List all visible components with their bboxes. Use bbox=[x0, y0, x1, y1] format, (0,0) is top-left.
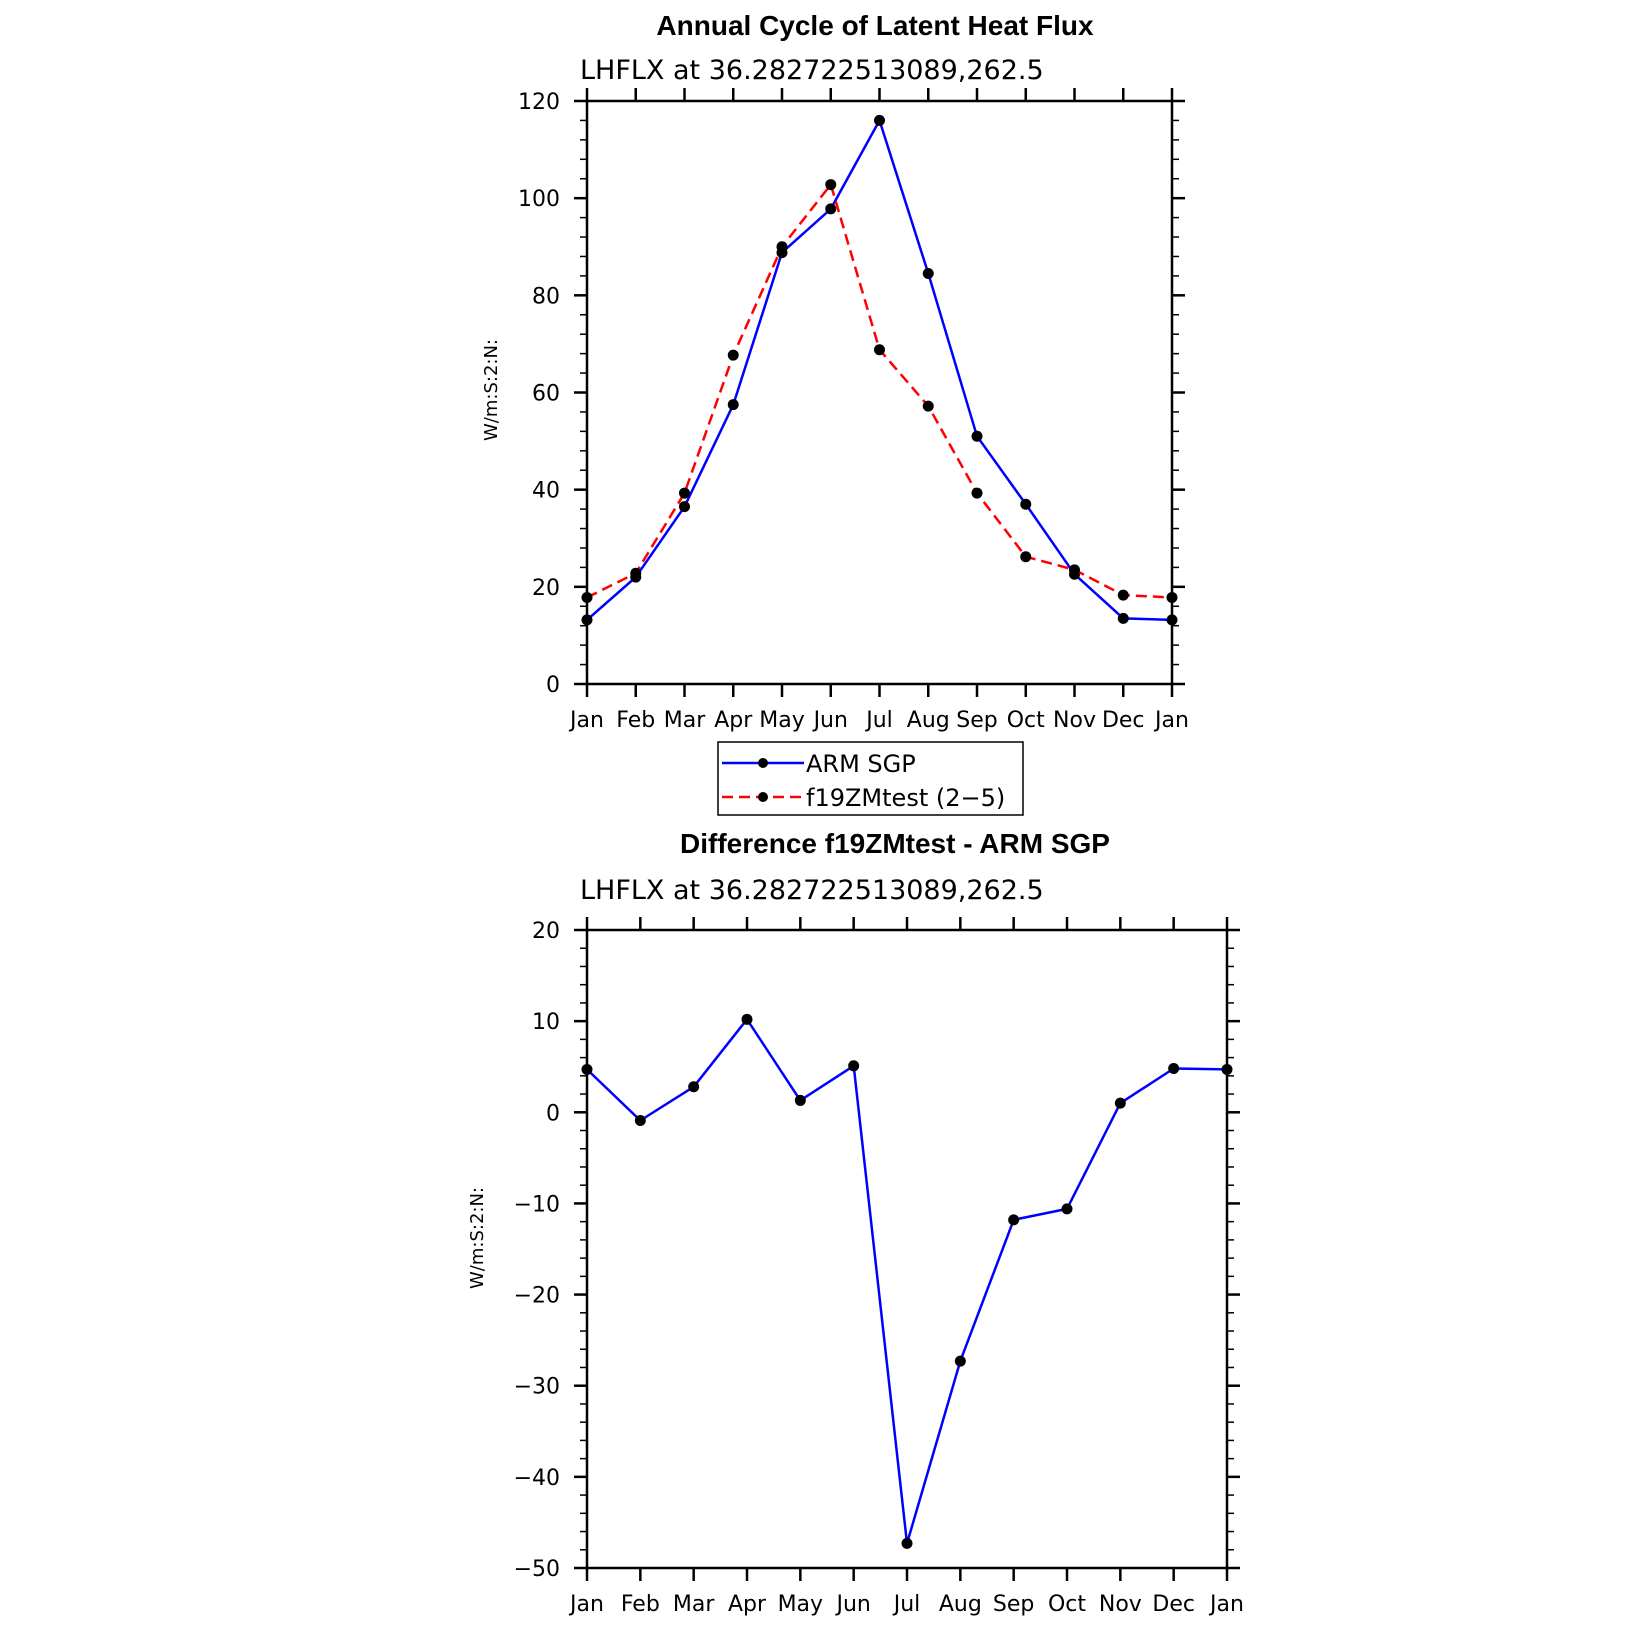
x-tick-label: Jul bbox=[892, 1592, 921, 1617]
x-tick-label: May bbox=[778, 1592, 823, 1617]
plot-frame bbox=[585, 99, 1174, 686]
x-tick-label: Jan bbox=[1208, 1592, 1244, 1617]
y-tick-label: −40 bbox=[514, 1466, 560, 1491]
y-tick-label: 20 bbox=[532, 919, 560, 944]
plot-frame bbox=[585, 928, 1229, 1570]
y-tick-label: 40 bbox=[532, 479, 560, 504]
x-tick-label: Apr bbox=[714, 708, 753, 733]
data-point-f19zmtest-2-5 bbox=[1166, 592, 1178, 604]
data-point-arm-sgp bbox=[971, 430, 983, 442]
data-point-f19zmtest-2-5 bbox=[825, 179, 837, 191]
x-tick-label: Jan bbox=[568, 708, 604, 733]
data-point-f19zmtest-2-5 bbox=[1117, 589, 1129, 601]
y-tick-label: 60 bbox=[532, 382, 560, 407]
data-point-arm-sgp bbox=[1020, 498, 1032, 510]
x-tick-label: Dec bbox=[1152, 1592, 1195, 1617]
y-tick-label: −50 bbox=[514, 1557, 560, 1582]
data-point-arm-sgp bbox=[581, 614, 593, 626]
x-tick-label: Jun bbox=[834, 1592, 870, 1617]
chart-title: Difference f19ZMtest - ARM SGP bbox=[680, 828, 1110, 859]
data-point-f19zmtest-2-5 bbox=[922, 400, 934, 412]
y-axis-label: W/m:S:2:N: bbox=[467, 1187, 488, 1289]
data-point-series-0 bbox=[741, 1013, 753, 1025]
data-point-arm-sgp bbox=[1166, 614, 1178, 626]
data-point-f19zmtest-2-5 bbox=[1069, 564, 1080, 576]
x-tick-label: Sep bbox=[993, 1592, 1034, 1617]
y-tick-label: 0 bbox=[546, 673, 560, 698]
y-tick-label: −30 bbox=[514, 1375, 560, 1400]
x-tick-label: Sep bbox=[956, 708, 997, 733]
x-tick-label: Aug bbox=[939, 1592, 982, 1617]
x-tick-label: Feb bbox=[616, 708, 655, 733]
y-tick-label: −20 bbox=[514, 1284, 560, 1309]
data-point-series-0 bbox=[1008, 1214, 1020, 1226]
data-point-arm-sgp bbox=[922, 267, 934, 279]
data-point-arm-sgp bbox=[1117, 612, 1129, 624]
x-tick-label: Apr bbox=[728, 1592, 767, 1617]
legend-label-arm-sgp: ARM SGP bbox=[806, 750, 916, 778]
data-point-f19zmtest-2-5 bbox=[776, 241, 788, 253]
data-point-f19zmtest-2-5 bbox=[727, 349, 739, 361]
data-point-series-0 bbox=[1114, 1097, 1126, 1109]
data-point-series-0 bbox=[1221, 1063, 1233, 1075]
x-tick-label: Feb bbox=[621, 1592, 660, 1617]
data-point-series-0 bbox=[794, 1094, 806, 1106]
y-tick-label: 120 bbox=[518, 90, 560, 115]
legend-marker-arm-sgp bbox=[758, 758, 768, 768]
chart-title: Annual Cycle of Latent Heat Flux bbox=[656, 10, 1094, 41]
data-point-f19zmtest-2-5 bbox=[874, 344, 885, 356]
data-point-arm-sgp bbox=[825, 203, 837, 215]
data-point-f19zmtest-2-5 bbox=[1020, 551, 1032, 563]
x-tick-label: Aug bbox=[907, 708, 950, 733]
data-point-f19zmtest-2-5 bbox=[630, 567, 642, 579]
y-tick-label: 100 bbox=[518, 187, 560, 212]
x-tick-label: Nov bbox=[1099, 1592, 1142, 1617]
data-point-arm-sgp bbox=[679, 501, 690, 513]
data-point-series-0 bbox=[688, 1081, 700, 1093]
legend-box bbox=[717, 741, 1024, 816]
data-point-arm-sgp bbox=[727, 399, 739, 411]
x-tick-label: Jul bbox=[864, 708, 893, 733]
data-point-arm-sgp bbox=[874, 114, 885, 126]
data-point-series-0 bbox=[848, 1060, 860, 1072]
legend-label-f19zmtest: f19ZMtest (2−5) bbox=[806, 784, 1005, 812]
data-point-f19zmtest-2-5 bbox=[581, 592, 593, 604]
y-tick-label: 0 bbox=[546, 1101, 560, 1126]
data-point-series-0 bbox=[954, 1355, 966, 1367]
data-point-f19zmtest-2-5 bbox=[971, 487, 983, 499]
chart-subtitle: LHFLX at 36.282722513089,262.5 bbox=[580, 55, 1044, 86]
series-line-arm-sgp bbox=[586, 119, 1173, 622]
legend-marker-f19zmtest bbox=[758, 792, 768, 802]
data-point-series-0 bbox=[901, 1537, 913, 1549]
data-point-series-0 bbox=[1168, 1063, 1180, 1075]
x-tick-label: May bbox=[759, 708, 804, 733]
data-point-series-0 bbox=[581, 1063, 593, 1075]
x-tick-label: Oct bbox=[1007, 708, 1045, 733]
difference-chart: Difference f19ZMtest - ARM SGP LHFLX at … bbox=[467, 828, 1244, 1617]
y-axis-label: W/m:S:2:N: bbox=[481, 339, 502, 441]
plot-area: Jan Feb Mar Apr May Jun Jul Aug Sep Oct Nov Dec Jan−… bbox=[514, 917, 1244, 1617]
y-tick-label: −10 bbox=[514, 1192, 560, 1217]
y-tick-label: 10 bbox=[532, 1010, 560, 1035]
series-line-series-0 bbox=[586, 1018, 1228, 1545]
latent-heat-flux-chart: Annual Cycle of Latent Heat Flux LHFLX a… bbox=[481, 10, 1189, 816]
x-tick-label: Nov bbox=[1053, 708, 1096, 733]
x-tick-label: Mar bbox=[664, 708, 706, 733]
plot-area: Jan Feb Mar Apr May Jun Jul Aug Sep Oct Nov Dec Jan 0… bbox=[518, 88, 1189, 733]
data-point-f19zmtest-2-5 bbox=[679, 487, 690, 499]
x-tick-label: Jun bbox=[812, 708, 848, 733]
data-point-series-0 bbox=[634, 1114, 646, 1126]
x-tick-label: Dec bbox=[1102, 708, 1145, 733]
x-tick-label: Mar bbox=[673, 1592, 715, 1617]
series-line-f19zmtest-2-5 bbox=[586, 183, 1173, 599]
data-point-series-0 bbox=[1061, 1203, 1073, 1215]
x-tick-label: Jan bbox=[568, 1592, 604, 1617]
y-tick-label: 20 bbox=[532, 576, 560, 601]
x-tick-label: Jan bbox=[1153, 708, 1189, 733]
x-tick-label: Oct bbox=[1048, 1592, 1086, 1617]
legend: ARM SGP f19ZMtest (2−5) bbox=[717, 741, 1024, 816]
y-tick-label: 80 bbox=[532, 284, 560, 309]
chart-subtitle: LHFLX at 36.282722513089,262.5 bbox=[580, 875, 1044, 906]
